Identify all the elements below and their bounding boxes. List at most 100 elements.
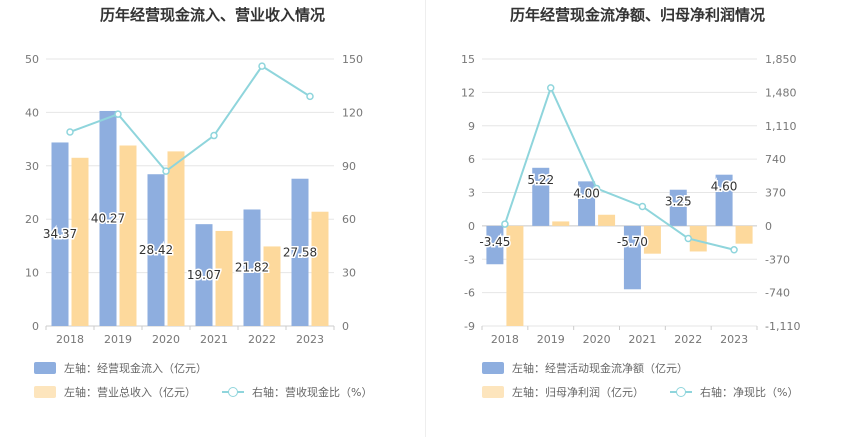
bar-secondary — [643, 225, 661, 254]
bar-primary — [669, 189, 687, 226]
bar-secondary — [119, 145, 137, 326]
legend-item-right-1[interactable]: 左轴：归母净利润（亿元） — [482, 384, 644, 400]
y-left-tick-label: -6 — [464, 287, 475, 300]
data-label: -3.45 — [479, 235, 510, 249]
bar-secondary — [689, 225, 707, 252]
data-label: 19.07 — [187, 268, 221, 282]
series-line — [69, 64, 311, 173]
bar-secondary — [215, 230, 233, 326]
y-right-tick-label: 150 — [342, 53, 363, 66]
legend-swatch — [34, 386, 56, 398]
y-left-tick-label: 3 — [468, 187, 475, 200]
y-left-tick-label: -3 — [464, 253, 475, 266]
chart-title-right: 历年经营现金流净额、归母净利润情况 — [509, 6, 765, 24]
legend-label: 左轴：归母净利润（亿元） — [512, 386, 644, 399]
legend-item-left-0[interactable]: 左轴：经营现金流入（亿元） — [34, 360, 207, 376]
x-tick-label: 2020 — [152, 333, 180, 346]
bar-primary — [623, 225, 641, 290]
data-label: 21.82 — [235, 261, 269, 275]
y-right-tick-label: 30 — [342, 267, 356, 280]
legend-swatch — [34, 362, 56, 374]
bar-primary — [51, 142, 69, 326]
bar-secondary — [167, 151, 185, 326]
y-left-tick-label: 10 — [25, 267, 39, 280]
x-tick-label: 2022 — [248, 333, 276, 346]
line-point — [730, 246, 738, 254]
x-tick-label: 2019 — [537, 333, 565, 346]
bar-secondary — [71, 157, 89, 326]
bar-secondary — [263, 246, 281, 326]
x-tick-label: 2023 — [296, 333, 324, 346]
legend-swatch — [482, 386, 504, 398]
bar-primary — [147, 174, 165, 326]
chart-panel-right: 历年经营现金流净额、归母净利润情况 -9 -1,110 -6 -740 -3 -370 0 0… — [425, 0, 850, 437]
bar-secondary — [506, 225, 524, 326]
line-point — [547, 84, 555, 92]
y-left-tick-label: 30 — [25, 160, 39, 173]
chart-svg-left: 0 0 10 30 20 60 30 90 40 120 50 150 2018 2019 2020 2021… — [25, 53, 363, 346]
legend-swatch — [482, 362, 504, 374]
x-tick-label: 2020 — [583, 333, 611, 346]
bar-primary — [715, 174, 733, 226]
data-label: 4.60 — [711, 180, 738, 194]
y-right-tick-label: 120 — [342, 106, 363, 119]
bar-primary — [243, 209, 261, 326]
bar-primary — [195, 224, 213, 326]
y-left-tick-label: 9 — [468, 120, 475, 133]
bar-primary — [486, 225, 504, 265]
y-left-tick-label: 20 — [25, 213, 39, 226]
legend-item-right-0[interactable]: 左轴：经营活动现金流净额（亿元） — [482, 360, 688, 376]
legend-item-right-2[interactable]: 右轴：净现比（%） — [670, 384, 798, 400]
legend-line-icon — [670, 386, 692, 398]
bar-primary — [291, 178, 309, 326]
y-left-tick-label: -9 — [464, 320, 475, 333]
x-tick-label: 2023 — [720, 333, 748, 346]
y-right-tick-label: -1,110 — [765, 320, 800, 333]
line-point — [638, 202, 647, 211]
line-point — [162, 167, 170, 175]
legend-label: 右轴：营收现金比（%） — [252, 386, 373, 399]
legend-item-left-1[interactable]: 左轴：营业总收入（亿元） — [34, 384, 196, 400]
line-point — [114, 110, 122, 118]
data-label: 5.22 — [527, 173, 554, 187]
legend-line-icon — [222, 386, 244, 398]
y-left-tick-label: 0 — [32, 320, 39, 333]
x-tick-label: 2021 — [628, 333, 656, 346]
data-label: -5.70 — [617, 235, 648, 249]
legend-label: 左轴：经营活动现金流净额（亿元） — [512, 362, 688, 375]
line-point — [306, 92, 314, 101]
bar-primary — [532, 167, 550, 226]
panel-divider — [425, 0, 426, 437]
y-left-tick-label: 15 — [461, 53, 475, 66]
legend-item-left-2[interactable]: 右轴：营收现金比（%） — [222, 384, 372, 400]
line-point — [258, 62, 266, 70]
chart-title-left: 历年经营现金流入、营业收入情况 — [99, 6, 325, 24]
y-right-tick-label: 90 — [342, 160, 356, 173]
y-right-tick-label: 370 — [765, 187, 786, 200]
y-left-tick-label: 0 — [468, 220, 475, 233]
y-right-tick-label: 1,110 — [765, 120, 797, 133]
line-point — [592, 184, 601, 193]
y-left-tick-label: 6 — [468, 153, 475, 166]
line-point — [210, 131, 218, 140]
data-label: 34.37 — [43, 227, 77, 241]
legend-label: 左轴：经营现金流入（亿元） — [64, 362, 207, 375]
bar-secondary — [598, 214, 616, 226]
bar-primary — [578, 181, 596, 226]
chart-svg-right: -9 -1,110 -6 -740 -3 -370 0 0 3 370 6 740 9 1,110 12 1,… — [461, 53, 800, 346]
bar-secondary — [735, 225, 753, 244]
x-tick-label: 2021 — [200, 333, 228, 346]
data-label: 40.27 — [91, 211, 125, 225]
y-right-tick-label: -370 — [765, 253, 790, 266]
chart-panel-left: 历年经营现金流入、营业收入情况 0 0 10 30 20 60 30 90 40 120 50 150… — [25, 6, 372, 400]
line-point — [501, 220, 509, 228]
y-right-tick-label: 740 — [765, 153, 786, 166]
y-right-tick-label: 60 — [342, 213, 356, 226]
legend-label: 右轴：净现比（%） — [700, 386, 799, 399]
bar-secondary — [311, 211, 329, 326]
line-point — [684, 234, 692, 243]
bar-primary — [99, 110, 117, 327]
x-tick-label: 2018 — [56, 333, 84, 346]
y-left-tick-label: 40 — [25, 106, 39, 119]
x-tick-label: 2018 — [491, 333, 519, 346]
